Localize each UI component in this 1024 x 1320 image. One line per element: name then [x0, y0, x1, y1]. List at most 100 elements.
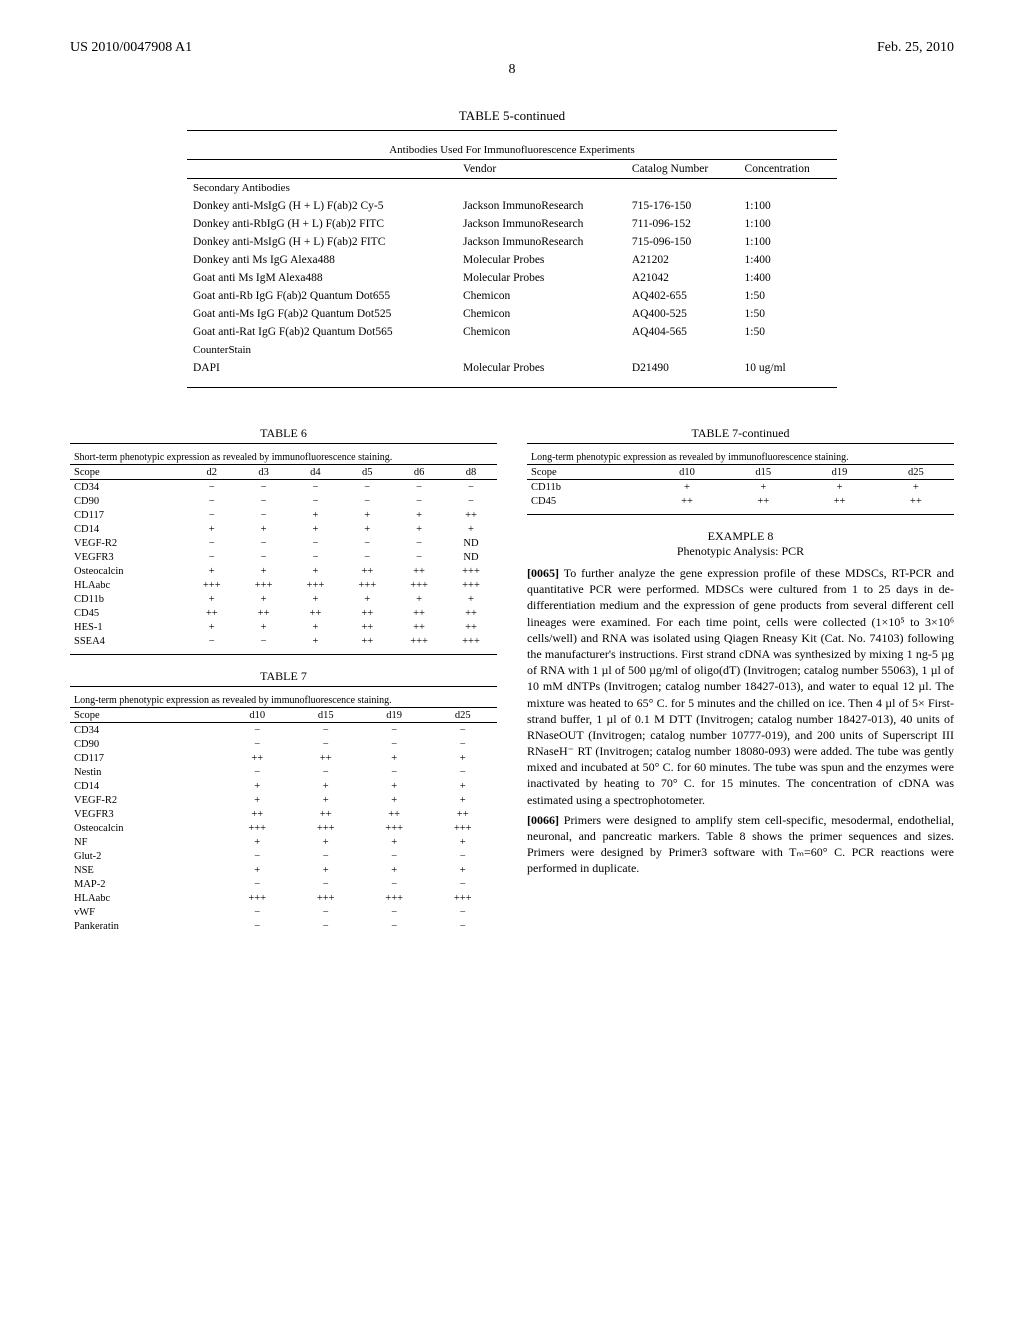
table-cell: AQ400-525: [626, 305, 739, 323]
table-row: HES-1+++++++++: [70, 620, 497, 634]
table-cell: −: [291, 905, 359, 919]
table-row: Goat anti-Rb IgG F(ab)2 Quantum Dot655Ch…: [187, 287, 837, 305]
table-cell: Goat anti-Rb IgG F(ab)2 Quantum Dot655: [187, 287, 457, 305]
table-cell: −: [290, 494, 342, 508]
table-cell: ++: [341, 564, 393, 578]
table-cell: ++: [238, 606, 290, 620]
table-cell: −: [223, 849, 291, 863]
table-cell: ++: [428, 807, 497, 821]
table-cell: +: [290, 620, 342, 634]
table7-title: TABLE 7: [70, 669, 497, 684]
table-row: SSEA4−−+++++++++: [70, 634, 497, 648]
table-cell: Molecular Probes: [457, 251, 626, 269]
table-cell: Jackson ImmunoResearch: [457, 215, 626, 233]
table-cell: +++: [291, 891, 359, 905]
table-cell: +: [223, 835, 291, 849]
table-cell: +: [223, 863, 291, 877]
table-cell: +: [428, 779, 497, 793]
table-cell: −: [360, 919, 428, 933]
table-cell: −: [360, 723, 428, 738]
table-cell: −: [291, 877, 359, 891]
table-cell: Pankeratin: [70, 919, 223, 933]
table-cell: ++: [649, 494, 725, 508]
table-cell: +: [223, 779, 291, 793]
table-cell: +: [341, 508, 393, 522]
table-cell: VEGFR3: [70, 807, 223, 821]
table-cell: +++: [393, 634, 445, 648]
table-cell: Donkey anti Ms IgG Alexa488: [187, 251, 457, 269]
table-cell: CD117: [70, 751, 223, 765]
table-cell: Goat anti Ms IgM Alexa488: [187, 269, 457, 287]
table-cell: +: [801, 480, 877, 495]
table-header-cell: d6: [393, 465, 445, 480]
table-cell: −: [223, 765, 291, 779]
table-cell: DAPI: [187, 359, 457, 377]
table-cell: HES-1: [70, 620, 186, 634]
table-cell: −: [428, 919, 497, 933]
table-header-cell: d25: [428, 708, 497, 723]
para-num-0065: [0065]: [527, 566, 559, 580]
table-cell: −: [428, 849, 497, 863]
table-cell: −: [238, 634, 290, 648]
table-row: vWF−−−−: [70, 905, 497, 919]
table-cell: A21042: [626, 269, 739, 287]
table-cell: 1:100: [739, 197, 837, 215]
table-row: CD90−−−−: [70, 737, 497, 751]
table-cell: +: [291, 835, 359, 849]
table-header-cell: Scope: [527, 465, 649, 480]
table-cell: −: [238, 480, 290, 495]
table-cell: 715-096-150: [626, 233, 739, 251]
table-cell: +: [428, 863, 497, 877]
table-cell: +++: [223, 891, 291, 905]
table-header-cell: d2: [186, 465, 238, 480]
table-cell: −: [291, 723, 359, 738]
table-cell: +: [290, 634, 342, 648]
table-row: HLAabc++++++++++++: [70, 891, 497, 905]
table-cell: CD90: [70, 494, 186, 508]
table-cell: 10 ug/ml: [739, 359, 837, 377]
table-cell: −: [238, 536, 290, 550]
table-cell: ++: [291, 807, 359, 821]
table-cell: Goat anti-Ms IgG F(ab)2 Quantum Dot525: [187, 305, 457, 323]
table-cell: −: [186, 480, 238, 495]
table-cell: VEGF-R2: [70, 793, 223, 807]
table-cell: Donkey anti-MsIgG (H + L) F(ab)2 Cy-5: [187, 197, 457, 215]
table-cell: +++: [223, 821, 291, 835]
table-cell: +++: [238, 578, 290, 592]
table-cell: −: [223, 919, 291, 933]
table-cell: Chemicon: [457, 287, 626, 305]
table-cell: ++: [341, 620, 393, 634]
table-cell: CD14: [70, 522, 186, 536]
table-cell: +: [238, 522, 290, 536]
table-row: Donkey anti-MsIgG (H + L) F(ab)2 Cy-5Jac…: [187, 197, 837, 215]
publication-number: US 2010/0047908 A1: [70, 40, 192, 56]
table-cell: +: [445, 592, 497, 606]
table-cell: +: [393, 522, 445, 536]
table-row: VEGFR3++++++++: [70, 807, 497, 821]
table-cell: ++: [223, 807, 291, 821]
table-cell: +++: [445, 634, 497, 648]
table-cell: Osteocalcin: [70, 564, 186, 578]
table-header-cell: d5: [341, 465, 393, 480]
table-cell: 1:100: [739, 215, 837, 233]
publication-date: Feb. 25, 2010: [877, 40, 954, 56]
table-cell: −: [186, 494, 238, 508]
table-cell: +: [360, 779, 428, 793]
table-cell: Jackson ImmunoResearch: [457, 197, 626, 215]
table-row: Donkey anti-MsIgG (H + L) F(ab)2 FITCJac…: [187, 233, 837, 251]
table-cell: −: [360, 877, 428, 891]
right-column: TABLE 7-continued Long-term phenotypic e…: [527, 418, 954, 881]
table-cell: HLAabc: [70, 891, 223, 905]
table5-col1: Vendor: [457, 160, 626, 179]
table-cell: Donkey anti-MsIgG (H + L) F(ab)2 FITC: [187, 233, 457, 251]
table-cell: −: [238, 494, 290, 508]
left-column: TABLE 6 Short-term phenotypic expression…: [70, 418, 497, 947]
table-cell: Molecular Probes: [457, 359, 626, 377]
table-cell: +: [428, 835, 497, 849]
table-cell: 715-176-150: [626, 197, 739, 215]
table-row: CD34−−−−: [70, 723, 497, 738]
table-cell: −: [290, 536, 342, 550]
table-row: CD34−−−−−−: [70, 480, 497, 495]
table-row: DAPIMolecular ProbesD2149010 ug/ml: [187, 359, 837, 377]
para-text-0065: To further analyze the gene expression p…: [527, 566, 954, 807]
